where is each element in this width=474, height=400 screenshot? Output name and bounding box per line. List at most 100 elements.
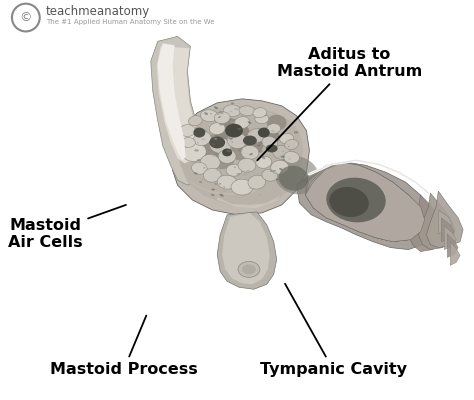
Polygon shape [450, 242, 460, 266]
Ellipse shape [196, 134, 228, 160]
Text: Mastoid
Air Cells: Mastoid Air Cells [8, 205, 126, 250]
Ellipse shape [214, 106, 218, 109]
Ellipse shape [199, 181, 202, 183]
Ellipse shape [275, 172, 277, 173]
Ellipse shape [278, 134, 282, 136]
Ellipse shape [234, 167, 236, 168]
Ellipse shape [239, 106, 255, 116]
Ellipse shape [210, 152, 234, 169]
Ellipse shape [217, 114, 219, 115]
Ellipse shape [226, 164, 242, 176]
Ellipse shape [288, 146, 290, 147]
Ellipse shape [329, 187, 369, 217]
Ellipse shape [226, 150, 231, 152]
Ellipse shape [259, 150, 263, 153]
Ellipse shape [212, 154, 216, 156]
Ellipse shape [267, 124, 281, 134]
Text: Mastoid Process: Mastoid Process [50, 316, 198, 377]
Ellipse shape [246, 170, 250, 172]
Ellipse shape [242, 264, 256, 274]
Ellipse shape [201, 154, 220, 170]
Ellipse shape [238, 262, 260, 277]
Polygon shape [187, 178, 277, 195]
Ellipse shape [242, 173, 247, 176]
Text: teachmeanatomy: teachmeanatomy [46, 5, 150, 18]
Ellipse shape [281, 157, 283, 158]
Ellipse shape [243, 136, 257, 146]
Ellipse shape [219, 194, 224, 196]
Ellipse shape [189, 116, 202, 126]
Ellipse shape [204, 112, 208, 115]
Ellipse shape [182, 143, 206, 162]
Ellipse shape [241, 146, 259, 159]
Ellipse shape [219, 111, 223, 114]
Ellipse shape [203, 167, 205, 168]
Ellipse shape [197, 159, 200, 161]
Ellipse shape [230, 144, 250, 160]
Ellipse shape [290, 176, 292, 178]
Ellipse shape [228, 137, 230, 138]
Polygon shape [151, 36, 202, 185]
Ellipse shape [222, 148, 232, 156]
Ellipse shape [242, 115, 245, 116]
Ellipse shape [211, 194, 215, 196]
Polygon shape [419, 193, 455, 250]
Ellipse shape [227, 132, 247, 148]
Ellipse shape [201, 110, 218, 122]
Ellipse shape [193, 132, 211, 146]
Ellipse shape [271, 130, 275, 132]
Ellipse shape [214, 183, 218, 185]
Ellipse shape [203, 168, 221, 182]
Polygon shape [305, 162, 422, 242]
Ellipse shape [211, 189, 215, 190]
Ellipse shape [285, 140, 299, 150]
Ellipse shape [278, 156, 282, 158]
Ellipse shape [194, 149, 199, 152]
Ellipse shape [182, 138, 195, 148]
Ellipse shape [257, 144, 261, 146]
Ellipse shape [210, 138, 231, 154]
Polygon shape [447, 234, 458, 258]
Ellipse shape [236, 134, 264, 156]
Ellipse shape [234, 117, 250, 129]
Ellipse shape [273, 146, 291, 159]
Polygon shape [427, 191, 463, 248]
Ellipse shape [280, 134, 293, 144]
Ellipse shape [214, 118, 250, 146]
Polygon shape [441, 218, 454, 242]
Polygon shape [438, 210, 452, 234]
Ellipse shape [197, 142, 199, 143]
Polygon shape [297, 162, 435, 250]
Ellipse shape [247, 121, 251, 124]
Ellipse shape [262, 136, 278, 148]
Ellipse shape [266, 144, 278, 152]
Ellipse shape [271, 160, 289, 174]
Ellipse shape [259, 194, 261, 196]
Ellipse shape [256, 156, 272, 168]
Text: Tympanic Cavity: Tympanic Cavity [259, 284, 407, 377]
Ellipse shape [249, 153, 253, 155]
Ellipse shape [222, 137, 226, 139]
Ellipse shape [249, 132, 251, 133]
Ellipse shape [262, 156, 265, 159]
Ellipse shape [237, 173, 240, 175]
Ellipse shape [282, 151, 284, 152]
Ellipse shape [270, 170, 273, 172]
Ellipse shape [231, 102, 234, 104]
Ellipse shape [201, 178, 205, 180]
Text: Aditus to
Mastoid Antrum: Aditus to Mastoid Antrum [257, 47, 422, 160]
Ellipse shape [247, 128, 267, 142]
Polygon shape [217, 212, 277, 289]
Ellipse shape [201, 138, 205, 140]
Polygon shape [305, 162, 423, 242]
Ellipse shape [238, 158, 256, 172]
Ellipse shape [209, 136, 225, 148]
Ellipse shape [229, 138, 233, 140]
Polygon shape [158, 43, 185, 160]
Ellipse shape [230, 121, 234, 123]
Ellipse shape [274, 156, 319, 194]
Ellipse shape [248, 188, 251, 189]
Polygon shape [305, 162, 424, 242]
Ellipse shape [225, 124, 243, 138]
Ellipse shape [223, 186, 225, 188]
